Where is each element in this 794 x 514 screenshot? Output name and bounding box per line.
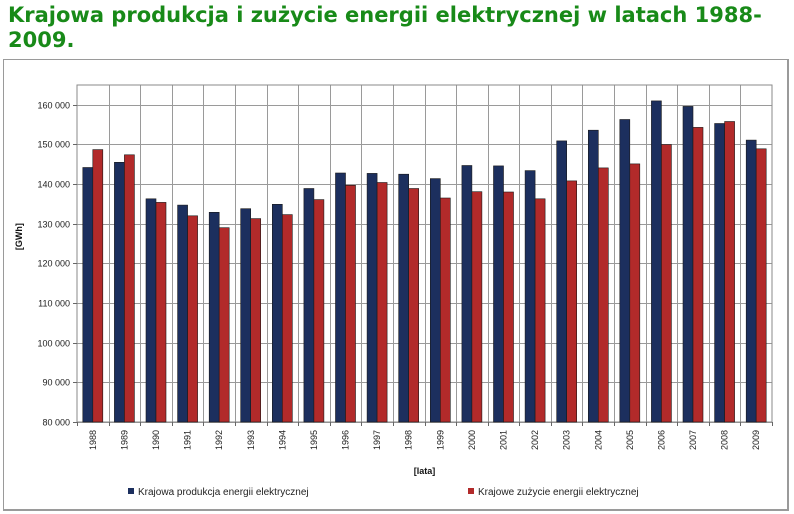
x-tick-label: 2006 bbox=[656, 430, 666, 450]
bar-consumption bbox=[661, 144, 672, 423]
bar-production bbox=[587, 129, 599, 423]
bar-production bbox=[682, 106, 694, 423]
y-tick-label: 100 000 bbox=[37, 339, 70, 349]
legend-label-production: Krajowa produkcja energii elektrycznej bbox=[138, 487, 309, 498]
x-tick-label: 1996 bbox=[341, 430, 351, 450]
bar-chart: 80 000 90 000 100 000 110 000 120 000 130 000… bbox=[14, 84, 773, 498]
y-tick-label: 160 000 bbox=[37, 101, 70, 111]
bar-production bbox=[82, 167, 94, 423]
bar-production bbox=[240, 208, 251, 423]
page-title: Krajowa produkcja i zużycie energii elek… bbox=[8, 3, 762, 52]
x-tick-label: 1990 bbox=[151, 430, 161, 450]
x-tick-label: 2004 bbox=[593, 430, 603, 450]
bar-consumption bbox=[250, 218, 261, 423]
bar-consumption bbox=[408, 188, 420, 423]
x-tick-label: 1995 bbox=[309, 430, 319, 450]
bars bbox=[82, 100, 767, 423]
x-tick-label: 1994 bbox=[277, 430, 287, 450]
bar-production bbox=[493, 165, 504, 423]
x-tick-label: 2005 bbox=[625, 430, 635, 450]
bar-production bbox=[335, 172, 346, 423]
bar-consumption bbox=[155, 202, 167, 423]
bar-consumption bbox=[92, 149, 104, 423]
bar-production bbox=[271, 204, 283, 423]
bar-consumption bbox=[755, 148, 767, 423]
y-tick-label: 120 000 bbox=[37, 259, 70, 269]
x-tick-label: 1997 bbox=[372, 430, 382, 450]
bar-production bbox=[651, 100, 662, 423]
bar-consumption bbox=[218, 227, 230, 423]
bar-production bbox=[461, 165, 473, 423]
x-tick-label: 1988 bbox=[88, 430, 98, 450]
y-tick-label: 130 000 bbox=[37, 220, 70, 230]
bar-production bbox=[429, 178, 441, 423]
bar-production bbox=[524, 170, 536, 423]
x-tick-label: 2009 bbox=[751, 430, 761, 450]
legend-swatch-production bbox=[128, 488, 134, 494]
x-tick-label: 1989 bbox=[119, 430, 129, 450]
y-tick-label: 90 000 bbox=[42, 378, 70, 388]
x-tick-label: 1991 bbox=[183, 430, 193, 450]
bar-production bbox=[208, 212, 220, 423]
legend: Krajowa produkcja energii elektrycznej K… bbox=[128, 487, 639, 498]
x-tick-label: 1999 bbox=[435, 430, 445, 450]
bar-production bbox=[303, 188, 315, 423]
bar-consumption bbox=[187, 215, 198, 423]
x-axis-title: [lata] bbox=[414, 466, 436, 476]
y-tick-label: 140 000 bbox=[37, 180, 70, 190]
bar-production bbox=[145, 198, 157, 423]
x-tick-label: 2003 bbox=[562, 430, 572, 450]
bar-consumption bbox=[566, 180, 578, 423]
bar-consumption bbox=[692, 127, 704, 423]
bar-production bbox=[114, 162, 125, 423]
bar-consumption bbox=[124, 154, 135, 423]
x-tick-label: 2000 bbox=[467, 430, 477, 450]
bar-consumption bbox=[597, 167, 609, 423]
chart-frame: 80 000 90 000 100 000 110 000 120 000 130 000… bbox=[3, 59, 789, 511]
x-axis-ticks: 1988 1989 1990 1991 1992 1993 1994 1995 1996 1997… bbox=[77, 422, 773, 450]
bar-production bbox=[177, 204, 188, 423]
y-axis-ticks: 80 000 90 000 100 000 110 000 120 000 130 000… bbox=[37, 101, 77, 428]
y-tick-label: 80 000 bbox=[42, 418, 70, 428]
bar-consumption bbox=[439, 197, 451, 423]
x-tick-label: 2008 bbox=[720, 430, 730, 450]
bar-consumption bbox=[281, 214, 293, 423]
plot-area bbox=[76, 84, 773, 423]
bar-consumption bbox=[345, 185, 356, 423]
x-tick-label: 1992 bbox=[214, 430, 224, 450]
bar-consumption bbox=[376, 182, 388, 423]
bar-consumption bbox=[503, 191, 514, 423]
bar-production bbox=[366, 173, 378, 423]
legend-swatch-consumption bbox=[468, 488, 474, 494]
y-tick-label: 110 000 bbox=[38, 299, 70, 309]
bar-consumption bbox=[471, 191, 483, 423]
bar-production bbox=[619, 119, 631, 423]
bar-production bbox=[398, 173, 410, 423]
bar-production bbox=[556, 140, 568, 423]
x-tick-label: 2001 bbox=[498, 430, 508, 450]
bar-consumption bbox=[629, 163, 641, 423]
bar-consumption bbox=[534, 198, 546, 423]
x-tick-label: 2002 bbox=[530, 430, 540, 450]
y-axis-title: [GWh] bbox=[14, 223, 24, 250]
legend-label-consumption: Krajowe zużycie energii elektrycznej bbox=[478, 487, 639, 498]
y-tick-label: 150 000 bbox=[37, 140, 70, 150]
x-tick-label: 1993 bbox=[246, 430, 256, 450]
bar-consumption bbox=[313, 199, 325, 423]
bar-consumption bbox=[724, 121, 735, 423]
bar-production bbox=[714, 123, 725, 423]
x-tick-label: 1998 bbox=[404, 430, 414, 450]
bar-production bbox=[745, 139, 757, 423]
x-tick-label: 2007 bbox=[688, 430, 698, 450]
